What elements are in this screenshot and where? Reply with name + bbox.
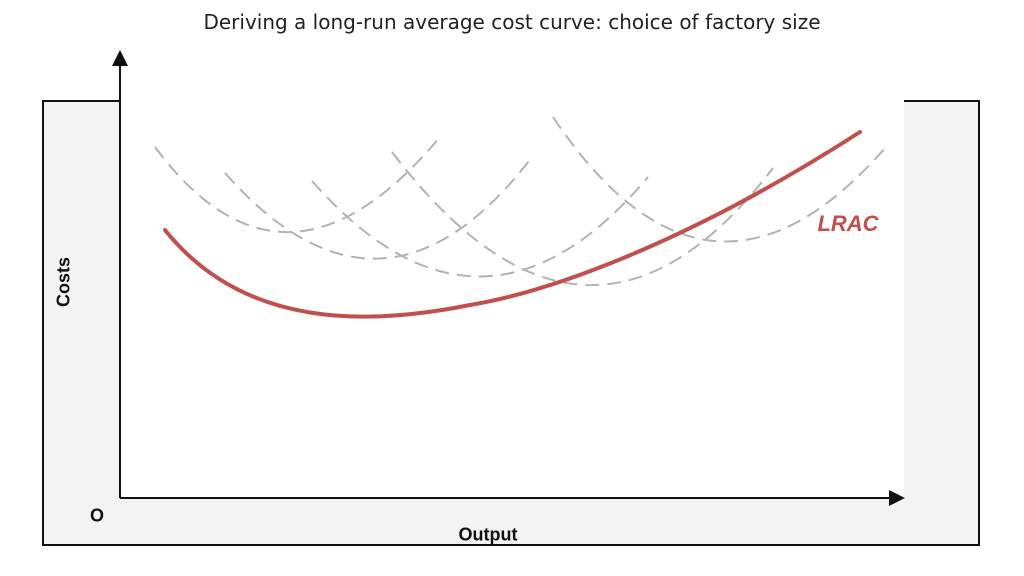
y-axis-label: Costs <box>53 256 74 308</box>
diagram-title: Deriving a long-run average cost curve: … <box>203 10 821 34</box>
sac-curve-4 <box>391 151 774 286</box>
x-axis-label: Output <box>458 524 518 545</box>
sac-curve-2 <box>224 156 533 260</box>
plot-area <box>120 60 904 498</box>
sac-curve-5 <box>552 116 887 243</box>
sac-curve-1 <box>154 136 441 234</box>
lrac-label: LRAC <box>817 211 879 236</box>
short-run-cost-curves <box>154 116 887 286</box>
sac-curve-3 <box>311 176 649 278</box>
origin-label: O <box>89 505 105 526</box>
lrac-curve <box>163 130 862 319</box>
